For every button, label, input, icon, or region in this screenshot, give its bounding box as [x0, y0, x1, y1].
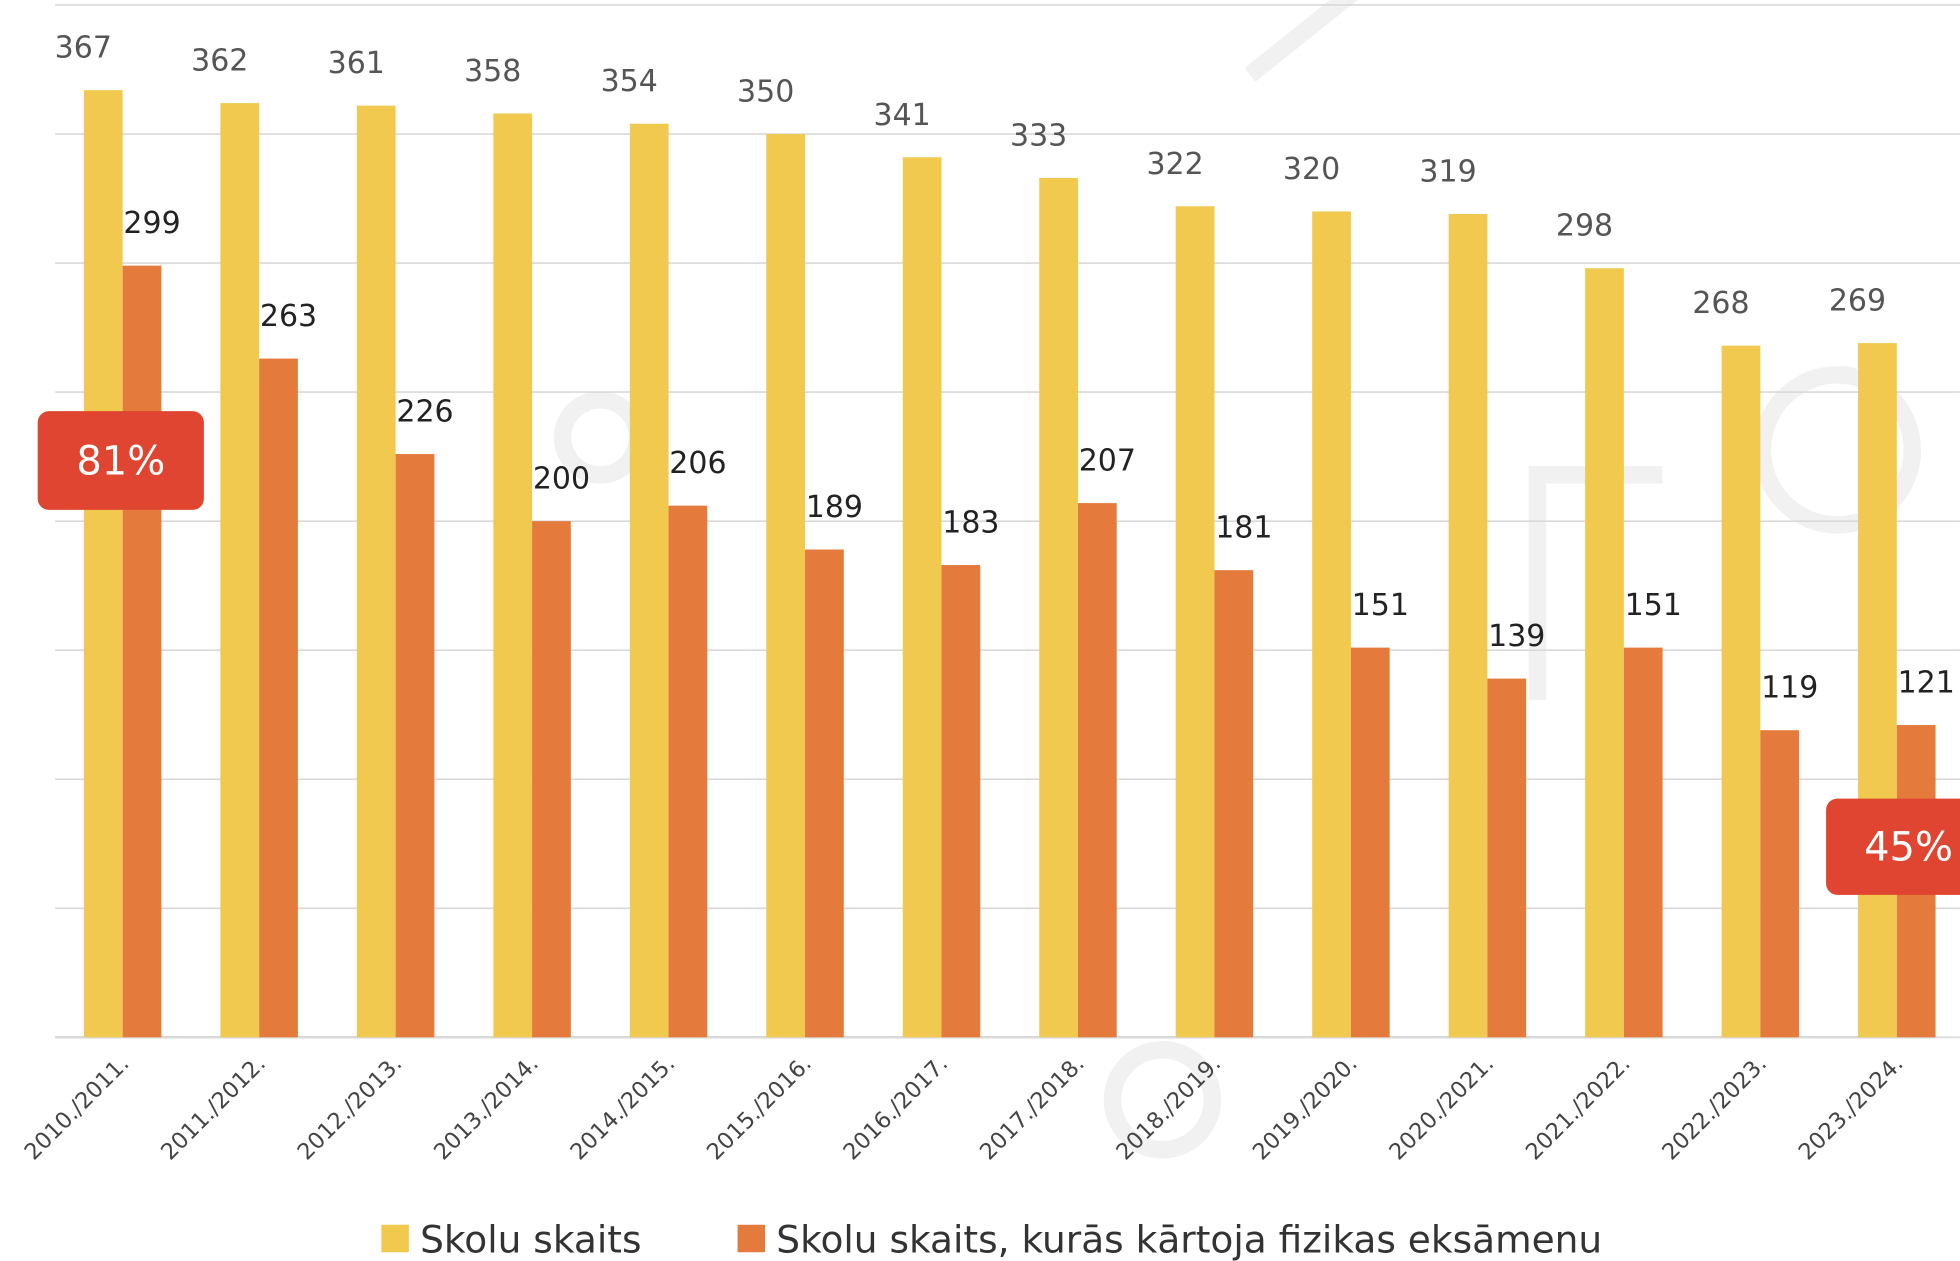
x-tick-label: 2023./2024. [1794, 1051, 1909, 1166]
bar [1721, 345, 1761, 1038]
bar [1623, 647, 1663, 1038]
data-label: 151 [1352, 588, 1409, 623]
bar [1077, 503, 1117, 1038]
data-label: 354 [601, 64, 658, 99]
annotation-text: 45% [1864, 824, 1953, 870]
data-label: 319 [1419, 155, 1476, 190]
x-tick-label: 2010./2011. [20, 1051, 135, 1166]
bar [1214, 570, 1254, 1038]
bar [493, 113, 533, 1038]
data-label: 207 [1079, 444, 1136, 479]
bar [395, 454, 435, 1038]
bar [532, 521, 571, 1038]
bar [629, 123, 669, 1038]
bar [356, 105, 396, 1038]
bar [1039, 177, 1078, 1038]
data-label: 269 [1829, 284, 1886, 319]
data-label: 151 [1625, 588, 1682, 623]
data-label: 119 [1761, 671, 1818, 706]
x-tick-label: 2022./2023. [1657, 1051, 1772, 1166]
data-label: 298 [1556, 209, 1613, 244]
legend-swatch [381, 1224, 409, 1253]
data-label: 263 [260, 299, 317, 334]
data-label: 358 [464, 54, 521, 89]
data-label: 226 [396, 395, 453, 430]
data-label: 341 [874, 98, 931, 133]
data-label: 121 [1898, 666, 1955, 701]
bar [1312, 211, 1351, 1038]
bar [805, 549, 844, 1038]
x-tick-label: 2019./2020. [1248, 1051, 1363, 1166]
bar [1487, 678, 1527, 1038]
data-label: 268 [1692, 286, 1749, 321]
x-tick-label: 2011./2012. [156, 1051, 271, 1166]
legend-label: Skolu skaits [420, 1217, 641, 1261]
x-tick-label: 2016./2017. [838, 1051, 953, 1166]
x-tick-label: 2020./2021. [1384, 1051, 1499, 1166]
bar [220, 103, 260, 1038]
data-label: 299 [123, 206, 180, 241]
annotation-badge [37, 411, 204, 510]
annotation-badge [1826, 798, 1960, 895]
data-label: 320 [1283, 152, 1340, 187]
data-label: 350 [737, 75, 794, 110]
bar [83, 90, 123, 1038]
data-label: 183 [942, 506, 999, 541]
x-tick-label: 2014./2015. [566, 1051, 681, 1166]
data-label: 189 [806, 490, 863, 525]
data-label: 322 [1146, 147, 1203, 182]
bar [941, 565, 981, 1038]
bar [668, 505, 708, 1038]
data-label: 139 [1488, 619, 1545, 654]
bar [1585, 268, 1624, 1038]
x-tick-label: 2012./2013. [293, 1051, 408, 1166]
bar [259, 358, 298, 1038]
legend-label: Skolu skaits, kurās kārtoja fizikas eksā… [776, 1217, 1602, 1261]
bar [1350, 647, 1390, 1038]
x-tick-label: 2015./2016. [702, 1051, 817, 1166]
data-label: 206 [669, 446, 726, 481]
data-label: 200 [533, 462, 590, 497]
annotation-text: 81% [76, 438, 165, 484]
bar [1760, 730, 1800, 1038]
bar [122, 265, 162, 1038]
data-label: 361 [328, 46, 385, 81]
x-tick-label: 2021./2022. [1521, 1051, 1636, 1166]
legend-swatch [737, 1224, 766, 1253]
data-label: 333 [1010, 118, 1067, 153]
data-label: 367 [55, 31, 112, 66]
bar [902, 157, 942, 1038]
bar [1448, 214, 1488, 1038]
x-tick-label: 2017./2018. [975, 1051, 1090, 1166]
bar [1858, 343, 1897, 1038]
data-label: 362 [191, 44, 248, 79]
data-label: 181 [1215, 511, 1272, 546]
x-tick-label: 2013./2014. [429, 1051, 544, 1166]
bar [1175, 206, 1215, 1038]
bar [766, 134, 806, 1038]
